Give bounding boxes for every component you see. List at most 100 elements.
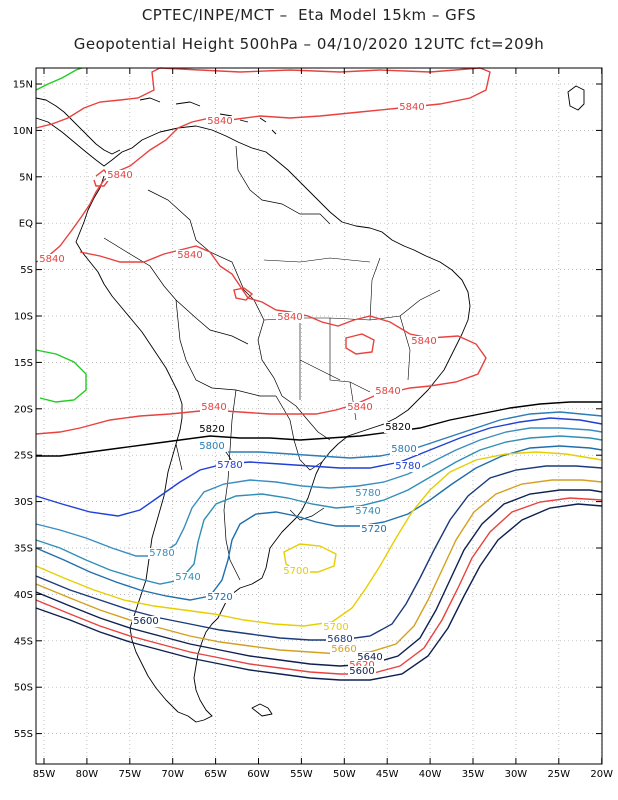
contour-5840-loop bbox=[345, 333, 375, 355]
atlantic-island bbox=[567, 85, 585, 111]
contour-label: 5840 bbox=[347, 402, 372, 413]
contour-label-bg bbox=[216, 460, 244, 471]
lat-label: 50S bbox=[14, 683, 33, 694]
contour-5660 bbox=[35, 479, 603, 655]
contour-label-bg bbox=[282, 566, 310, 577]
contour-label-bg bbox=[374, 386, 402, 397]
lon-label: 20W bbox=[590, 769, 613, 780]
falkland-islands bbox=[251, 703, 273, 717]
lon-label: 55W bbox=[290, 769, 313, 780]
contour-label-bg bbox=[198, 424, 226, 435]
contour-label-bg bbox=[384, 422, 412, 433]
contour-label-bg bbox=[348, 660, 376, 671]
coastlines bbox=[35, 85, 585, 723]
contour-label-bg bbox=[356, 652, 384, 663]
contour-label: 5840 bbox=[399, 102, 424, 113]
contour-5860-north bbox=[35, 67, 83, 91]
country-borders bbox=[103, 145, 441, 581]
contour-label: 5780 bbox=[395, 461, 420, 472]
lat-label: 10S bbox=[14, 312, 33, 323]
contour-label-bg bbox=[326, 634, 354, 645]
title-line-2: Geopotential Height 500hPa – 04/10/2020 … bbox=[73, 35, 545, 53]
contour-label-bg bbox=[398, 102, 426, 113]
contour-label: 5600 bbox=[349, 666, 374, 677]
contour-label: 5740 bbox=[175, 572, 200, 583]
contour-5780 bbox=[35, 417, 603, 517]
contour-label: 5700 bbox=[283, 566, 308, 577]
longitude-labels: 85W 80W 75W 70W 65W 60W 55W 50W 45W 40W 35W 30W 25W 2… bbox=[33, 769, 613, 780]
contour-label: 5780 bbox=[355, 488, 380, 499]
contour-5600 bbox=[35, 503, 603, 681]
contour-label: 5840 bbox=[39, 254, 64, 265]
lat-label: 35S bbox=[14, 544, 33, 555]
contour-label-bg bbox=[176, 250, 204, 261]
latitude-labels: 15N 10N 5N EQ 5S 10S 15S 20S 25S 30S 35S 40S 45S 50S 5… bbox=[13, 80, 33, 741]
lat-label: 10N bbox=[13, 126, 33, 137]
contour-5680 bbox=[35, 465, 603, 641]
contour-label: 5680 bbox=[327, 634, 352, 645]
contour-label-bg bbox=[354, 506, 382, 517]
lon-label: 45W bbox=[376, 769, 399, 780]
lon-label: 40W bbox=[419, 769, 442, 780]
contour-label-bg bbox=[276, 312, 304, 323]
caribbean-islands bbox=[139, 97, 277, 135]
contour-label-bg bbox=[198, 441, 226, 452]
lat-label: EQ bbox=[19, 219, 33, 230]
contours bbox=[35, 67, 603, 681]
lon-label: 25W bbox=[547, 769, 570, 780]
contour-label: 5700 bbox=[323, 622, 348, 633]
contour-label-bg bbox=[38, 254, 66, 265]
contour-label-bg bbox=[206, 592, 234, 603]
title-line-1: CPTEC/INPE/MCT – Eta Model 15km – GFS bbox=[141, 6, 477, 24]
contour-label-bg bbox=[148, 548, 176, 559]
contour-label: 5640 bbox=[357, 652, 382, 663]
contour-label: 5620 bbox=[349, 660, 374, 671]
lon-label: 50W bbox=[333, 769, 356, 780]
lon-label: 75W bbox=[118, 769, 141, 780]
contour-label: 5780 bbox=[149, 548, 174, 559]
contour-5840-nw bbox=[93, 169, 111, 187]
contour-label-bg bbox=[360, 524, 388, 535]
contour-label: 5780 bbox=[217, 460, 242, 471]
lon-label: 60W bbox=[247, 769, 270, 780]
lat-label: 5S bbox=[20, 265, 33, 276]
contour-label: 5720 bbox=[361, 524, 386, 535]
lat-label: 30S bbox=[14, 497, 33, 508]
contour-label: 5800 bbox=[199, 441, 224, 452]
contour-label: 5800 bbox=[391, 444, 416, 455]
contour-5760 bbox=[35, 427, 603, 557]
contour-label: 5600 bbox=[133, 616, 158, 627]
brazil-internal-borders bbox=[263, 257, 441, 421]
border-lines bbox=[103, 145, 331, 581]
contour-label-bg bbox=[390, 444, 418, 455]
lat-label: 45S bbox=[14, 636, 33, 647]
contour-label: 5840 bbox=[107, 170, 132, 181]
contour-5740 bbox=[35, 435, 603, 585]
contour-label-bg bbox=[330, 644, 358, 655]
contour-5700 bbox=[35, 451, 603, 627]
contour-label: 5840 bbox=[375, 386, 400, 397]
contour-label-bg bbox=[174, 572, 202, 583]
contour-label-bg bbox=[200, 402, 228, 413]
contour-label: 5820 bbox=[199, 424, 224, 435]
contour-5860-west bbox=[35, 349, 87, 403]
lon-label: 65W bbox=[204, 769, 227, 780]
lat-label: 20S bbox=[14, 404, 33, 415]
lat-label: 15N bbox=[13, 80, 33, 91]
contour-label: 5840 bbox=[177, 250, 202, 261]
contour-label-bg bbox=[394, 461, 422, 472]
axis-ticks bbox=[36, 68, 603, 764]
contour-5720 bbox=[35, 445, 603, 601]
contour-label: 5740 bbox=[355, 506, 380, 517]
lon-label: 80W bbox=[76, 769, 99, 780]
contour-label: 5840 bbox=[411, 336, 436, 347]
lat-label: 40S bbox=[14, 590, 33, 601]
contour-label-bg bbox=[206, 116, 234, 127]
contour-label-bg bbox=[322, 622, 350, 633]
lon-label: 85W bbox=[33, 769, 56, 780]
contour-5840-north bbox=[35, 67, 491, 263]
map-frame bbox=[35, 67, 603, 765]
contour-label: 5840 bbox=[277, 312, 302, 323]
contour-label-bg bbox=[354, 488, 382, 499]
lon-label: 35W bbox=[462, 769, 485, 780]
